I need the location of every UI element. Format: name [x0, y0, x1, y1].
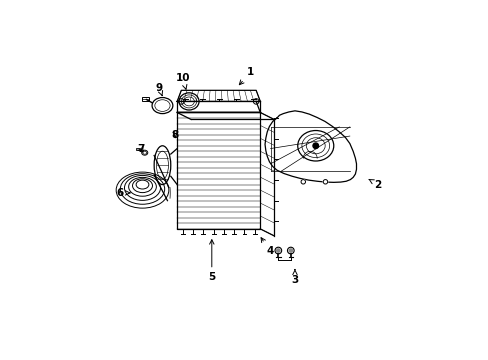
Text: 8: 8 — [171, 130, 179, 140]
Text: 7: 7 — [137, 144, 144, 153]
Text: 3: 3 — [291, 270, 298, 285]
Circle shape — [323, 180, 327, 184]
Circle shape — [301, 180, 305, 184]
Text: 9: 9 — [155, 82, 163, 96]
Circle shape — [312, 143, 318, 149]
Text: 1: 1 — [239, 67, 254, 85]
Bar — [136, 148, 140, 150]
Text: 2: 2 — [368, 179, 381, 190]
Text: 5: 5 — [208, 240, 215, 283]
Text: 10: 10 — [175, 73, 189, 89]
Text: 6: 6 — [117, 188, 130, 198]
Bar — [142, 97, 148, 101]
Circle shape — [276, 249, 280, 252]
Text: 4: 4 — [261, 238, 273, 256]
Circle shape — [288, 249, 292, 252]
